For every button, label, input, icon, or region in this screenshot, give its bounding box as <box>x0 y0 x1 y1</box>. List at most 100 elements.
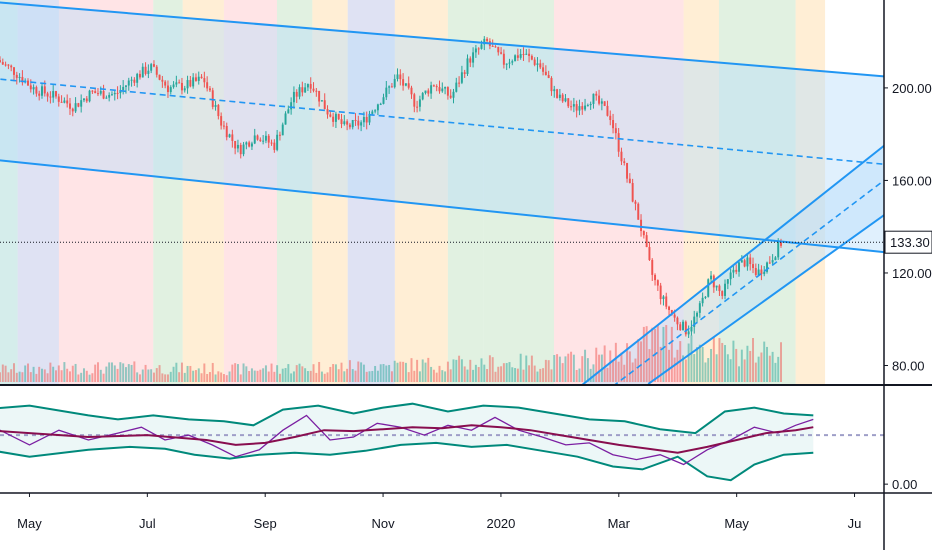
upper-band-line[interactable] <box>0 402 814 435</box>
volume-bar <box>701 347 704 382</box>
candle-body <box>724 283 727 296</box>
x-tick-label: Ju <box>848 516 862 531</box>
volume-bar <box>46 373 49 382</box>
lower-band-line[interactable] <box>0 441 814 482</box>
volume-bar <box>4 365 7 382</box>
candle-body <box>528 53 531 56</box>
volume-bar <box>225 375 228 382</box>
candle-body <box>194 77 197 81</box>
candle-body <box>348 124 351 128</box>
volume-bar <box>49 362 52 382</box>
oscillator-line[interactable] <box>0 414 814 466</box>
candle-body <box>312 88 315 91</box>
volume-bar <box>502 363 505 382</box>
candle-body <box>158 74 161 80</box>
candle-body <box>522 54 525 56</box>
volume-bar <box>553 355 556 382</box>
volume-bar <box>102 373 105 382</box>
volume-bar <box>598 354 601 382</box>
volume-bar <box>57 365 60 382</box>
channel-upper-line[interactable] <box>578 144 884 389</box>
candle-body <box>0 60 1 63</box>
channel-upper-line[interactable] <box>0 0 884 78</box>
volume-bar <box>455 359 458 382</box>
volume-bar <box>18 371 21 382</box>
candle-body <box>83 98 85 101</box>
candle-body <box>460 72 463 83</box>
candle-body <box>572 104 575 107</box>
candle-body <box>32 87 35 90</box>
candle-body <box>318 90 321 102</box>
candle-body <box>21 76 24 83</box>
candle-body <box>589 103 592 106</box>
volume-bar <box>684 359 687 382</box>
volume-bar <box>166 374 169 382</box>
candle-body <box>542 67 545 72</box>
candle-body <box>211 90 214 107</box>
candle-body <box>371 111 374 114</box>
volume-bar <box>533 365 536 382</box>
x-tick-label: May <box>724 516 749 531</box>
candle-body <box>393 78 396 88</box>
volume-bar <box>348 360 351 382</box>
candle-body <box>236 144 239 149</box>
volume-bar <box>662 326 665 382</box>
volume-bar <box>561 363 564 382</box>
volume-bar <box>516 368 519 382</box>
volume-bar <box>35 373 38 382</box>
volume-bar <box>332 364 335 382</box>
candle-body <box>645 235 648 248</box>
volume-bar <box>651 327 654 382</box>
volume-bar <box>172 366 175 382</box>
volume-bar <box>281 368 284 382</box>
volume-bar <box>592 364 595 382</box>
volume-bar <box>236 364 239 382</box>
candle-body <box>203 78 206 83</box>
candle-body <box>469 58 472 63</box>
channel-median-line[interactable] <box>613 179 884 386</box>
candle-body <box>334 113 337 122</box>
x-tick-label: Jul <box>139 516 156 531</box>
background-band <box>58 0 154 384</box>
volume-bar <box>169 371 172 382</box>
candle-body <box>259 139 262 142</box>
candle-body <box>609 115 612 121</box>
volume-bar <box>312 364 315 382</box>
candle-body <box>715 285 718 288</box>
candle-body <box>144 66 147 74</box>
oscillator-pane[interactable] <box>0 402 884 482</box>
signal-line[interactable] <box>0 424 814 454</box>
candle-body <box>284 113 287 125</box>
candle-body <box>704 296 707 298</box>
volume-bar <box>606 367 609 382</box>
volume-bar <box>718 338 721 382</box>
candle-body <box>248 142 251 147</box>
candle-body <box>60 101 63 103</box>
volume-bar <box>542 368 545 382</box>
candle-body <box>368 113 371 123</box>
candle-body <box>564 98 567 102</box>
candle-body <box>192 77 195 87</box>
volume-bar <box>659 346 662 382</box>
candle-body <box>262 140 265 142</box>
volume-bar <box>29 372 32 382</box>
price-pane[interactable] <box>0 0 884 389</box>
last-price-label: 133.30 <box>890 235 930 250</box>
last-price-badge[interactable] <box>884 230 932 254</box>
channel-lower-line[interactable] <box>647 214 884 384</box>
volume-bar <box>38 366 41 382</box>
volume-bar <box>435 372 438 382</box>
x-tick-label: May <box>17 516 42 531</box>
channel-median-line[interactable] <box>0 76 884 166</box>
volume-bar <box>724 345 727 382</box>
channel-lower-line[interactable] <box>0 157 884 254</box>
volume-bar <box>214 374 217 382</box>
candle-body <box>147 70 150 74</box>
candle-body <box>197 76 200 81</box>
candle-body <box>200 76 203 79</box>
candle-body <box>578 106 581 111</box>
volume-bar <box>505 363 508 382</box>
volume-bar <box>368 371 371 382</box>
candle-body <box>612 120 615 129</box>
